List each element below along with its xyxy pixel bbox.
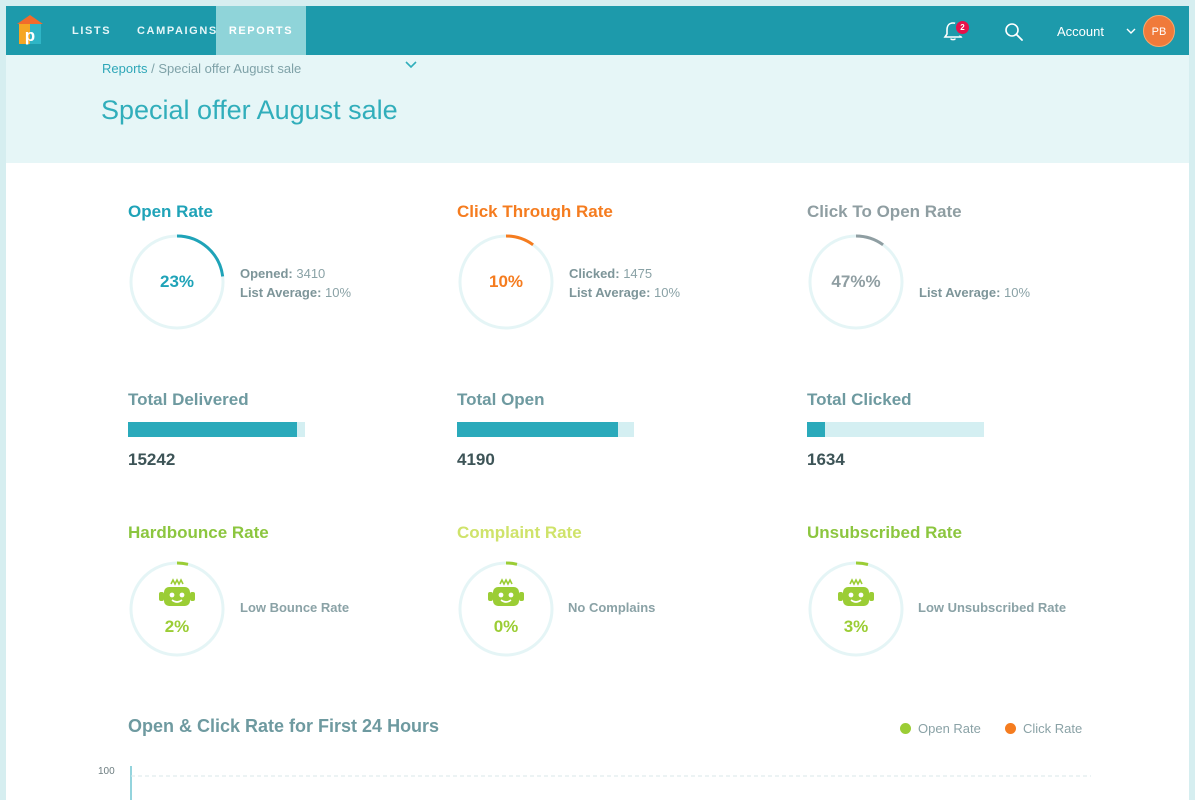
detail-value: 10% [325,285,352,300]
app-window: p LISTS CAMPAIGNS REPORTS 2 Account PB R… [6,6,1189,800]
legend-dot-open-rate [900,723,911,734]
rate-details: Clicked: 1475 List Average: 10% [569,264,680,302]
legend-dot-click-rate [1005,723,1016,734]
total-progress-bar [807,422,984,437]
quality-label: No Complains [568,600,656,615]
nav-reports[interactable]: REPORTS [216,6,306,55]
detail-value: 10% [1004,285,1031,300]
legend-open-rate[interactable]: Open Rate [900,721,981,736]
legend-label: Click Rate [1023,721,1083,736]
chart-title: Open & Click Rate for First 24 Hours [128,716,440,736]
rate-title: Click Through Rate [457,202,613,221]
unsubscribed-ring [808,561,904,657]
robot-mascot-icon [488,578,524,606]
chevron-down-icon[interactable] [1125,26,1137,36]
click-to-open-rate-ring [808,234,904,330]
total-title: Total Delivered [128,390,249,409]
nav-campaigns[interactable]: CAMPAIGNS [137,25,218,37]
detail-value: 3410 [296,266,326,281]
total-value: 15242 [128,450,176,469]
complaint-ring [458,561,554,657]
legend-click-rate[interactable]: Click Rate [1005,721,1082,736]
line-chart-area [130,766,1091,800]
click-through-rate-ring [458,234,554,330]
rate-value: 23% [159,272,195,291]
legend-label: Open Rate [918,721,981,736]
total-progress-fill [457,422,619,437]
detail-label: Clicked: [569,266,620,281]
detail-value: 10% [654,285,681,300]
quality-title: Unsubscribed Rate [807,523,962,542]
total-progress-fill [128,422,298,437]
detail-label: List Average: [919,285,1001,300]
page-header: Reports / Special offer August sale Spec… [6,55,1189,163]
breadcrumb-reports-link[interactable]: Reports [102,61,148,76]
robot-mascot-icon [838,578,874,606]
rate-title: Click To Open Rate [807,202,962,221]
total-title: Total Clicked [807,390,912,409]
quality-value: 2% [164,617,190,636]
page-title: Special offer August sale [101,95,398,125]
rate-details: Opened: 3410 List Average: 10% [240,264,351,302]
search-icon[interactable] [1004,22,1024,42]
nav-lists[interactable]: LISTS [72,25,112,37]
total-progress-bar [128,422,305,437]
quality-title: Complaint Rate [457,523,582,542]
rate-details: List Average: 10% [919,283,1030,302]
total-value: 1634 [807,450,845,469]
breadcrumb-current: Special offer August sale [158,61,302,76]
quality-value: 0% [493,617,519,636]
logo-icon[interactable]: p [16,14,44,46]
y-tick-label: 100 [98,766,115,777]
total-progress-fill [807,422,825,437]
account-menu[interactable]: Account [1057,24,1104,39]
detail-label: List Average: [569,285,651,300]
quality-label: Low Unsubscribed Rate [918,600,1067,615]
open-rate-ring [129,234,225,330]
rate-title: Open Rate [128,202,214,221]
robot-mascot-icon [159,578,195,606]
svg-text:p: p [25,26,35,45]
campaign-select-chevron-icon[interactable] [404,60,418,70]
total-value: 4190 [457,450,495,469]
detail-label: List Average: [240,285,322,300]
total-title: Total Open [457,390,545,409]
notification-badge[interactable]: 2 [954,19,971,36]
detail-value: 1475 [623,266,653,281]
top-nav: p LISTS CAMPAIGNS REPORTS 2 Account PB [6,6,1189,55]
hardbounce-ring [129,561,225,657]
rate-value: 10% [488,272,524,291]
rate-value: 47%% [831,272,881,291]
quality-value: 3% [843,617,869,636]
avatar[interactable]: PB [1143,15,1175,47]
detail-label: Opened: [240,266,293,281]
quality-title: Hardbounce Rate [128,523,269,542]
breadcrumb-separator: / [147,61,159,76]
quality-label: Low Bounce Rate [240,600,350,615]
total-progress-bar [457,422,634,437]
breadcrumb: Reports / Special offer August sale [102,61,301,76]
